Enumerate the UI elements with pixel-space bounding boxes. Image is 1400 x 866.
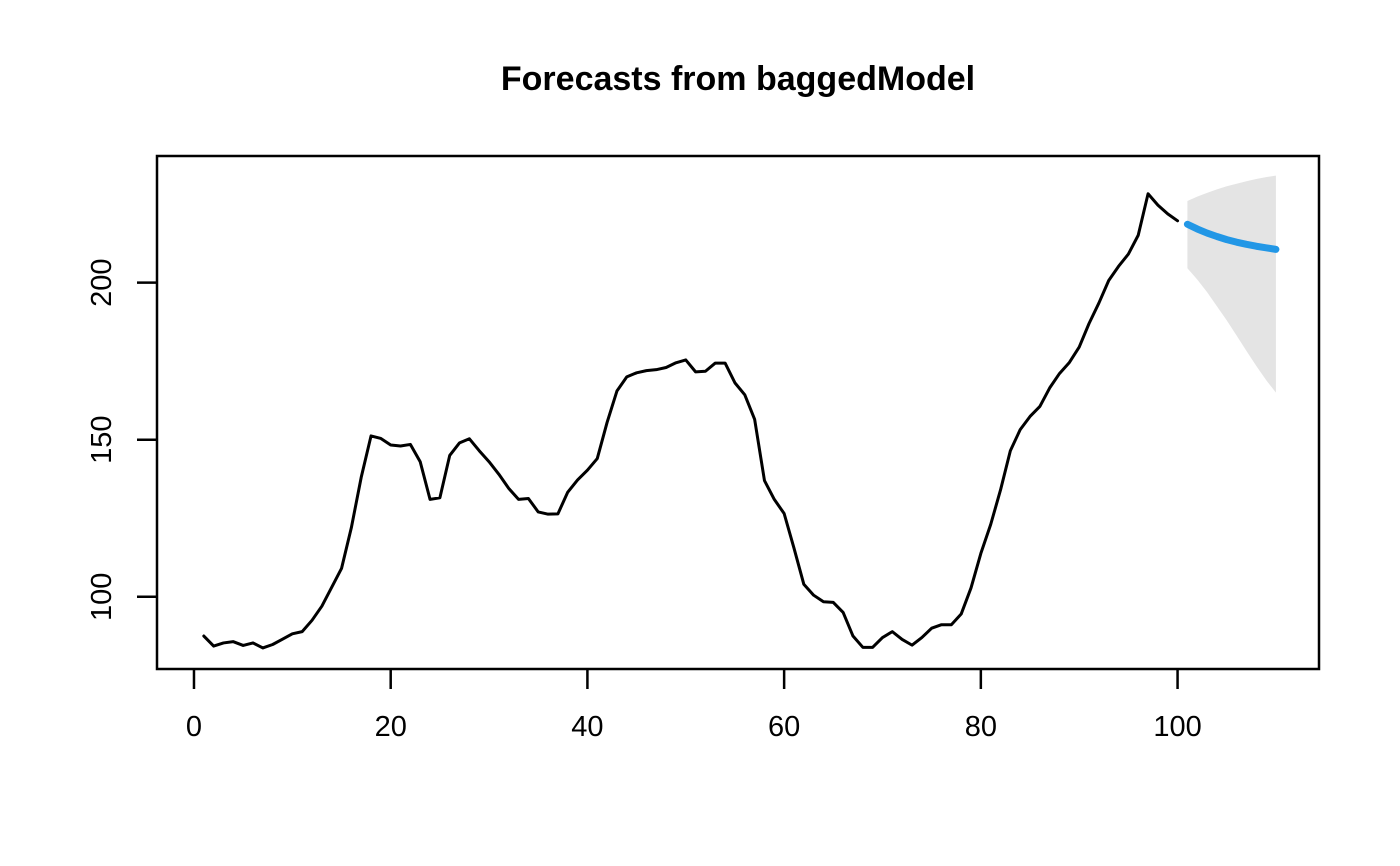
forecast-line [1183,220,1280,253]
x-tick-label: 100 [1153,711,1201,743]
x-tick-label: 40 [571,711,603,743]
observed-series-line [202,192,1180,650]
prediction-interval-layer [1187,175,1276,393]
y-tick-label: 100 [86,573,118,621]
x-tick-label: 60 [768,711,800,743]
plot-border [155,154,1321,671]
x-tick-label: 0 [186,711,202,743]
x-tick-label: 20 [375,711,407,743]
y-tick-label: 150 [86,416,118,464]
series-layer [202,192,1280,650]
y-tick-label: 200 [86,258,118,306]
chart-title: Forecasts from baggedModel [501,60,975,98]
x-tick-label: 80 [965,711,997,743]
axes-layer: 0 20 40 60 80 100 100 150 200 [86,258,1202,743]
prediction-interval-area [1187,175,1276,393]
